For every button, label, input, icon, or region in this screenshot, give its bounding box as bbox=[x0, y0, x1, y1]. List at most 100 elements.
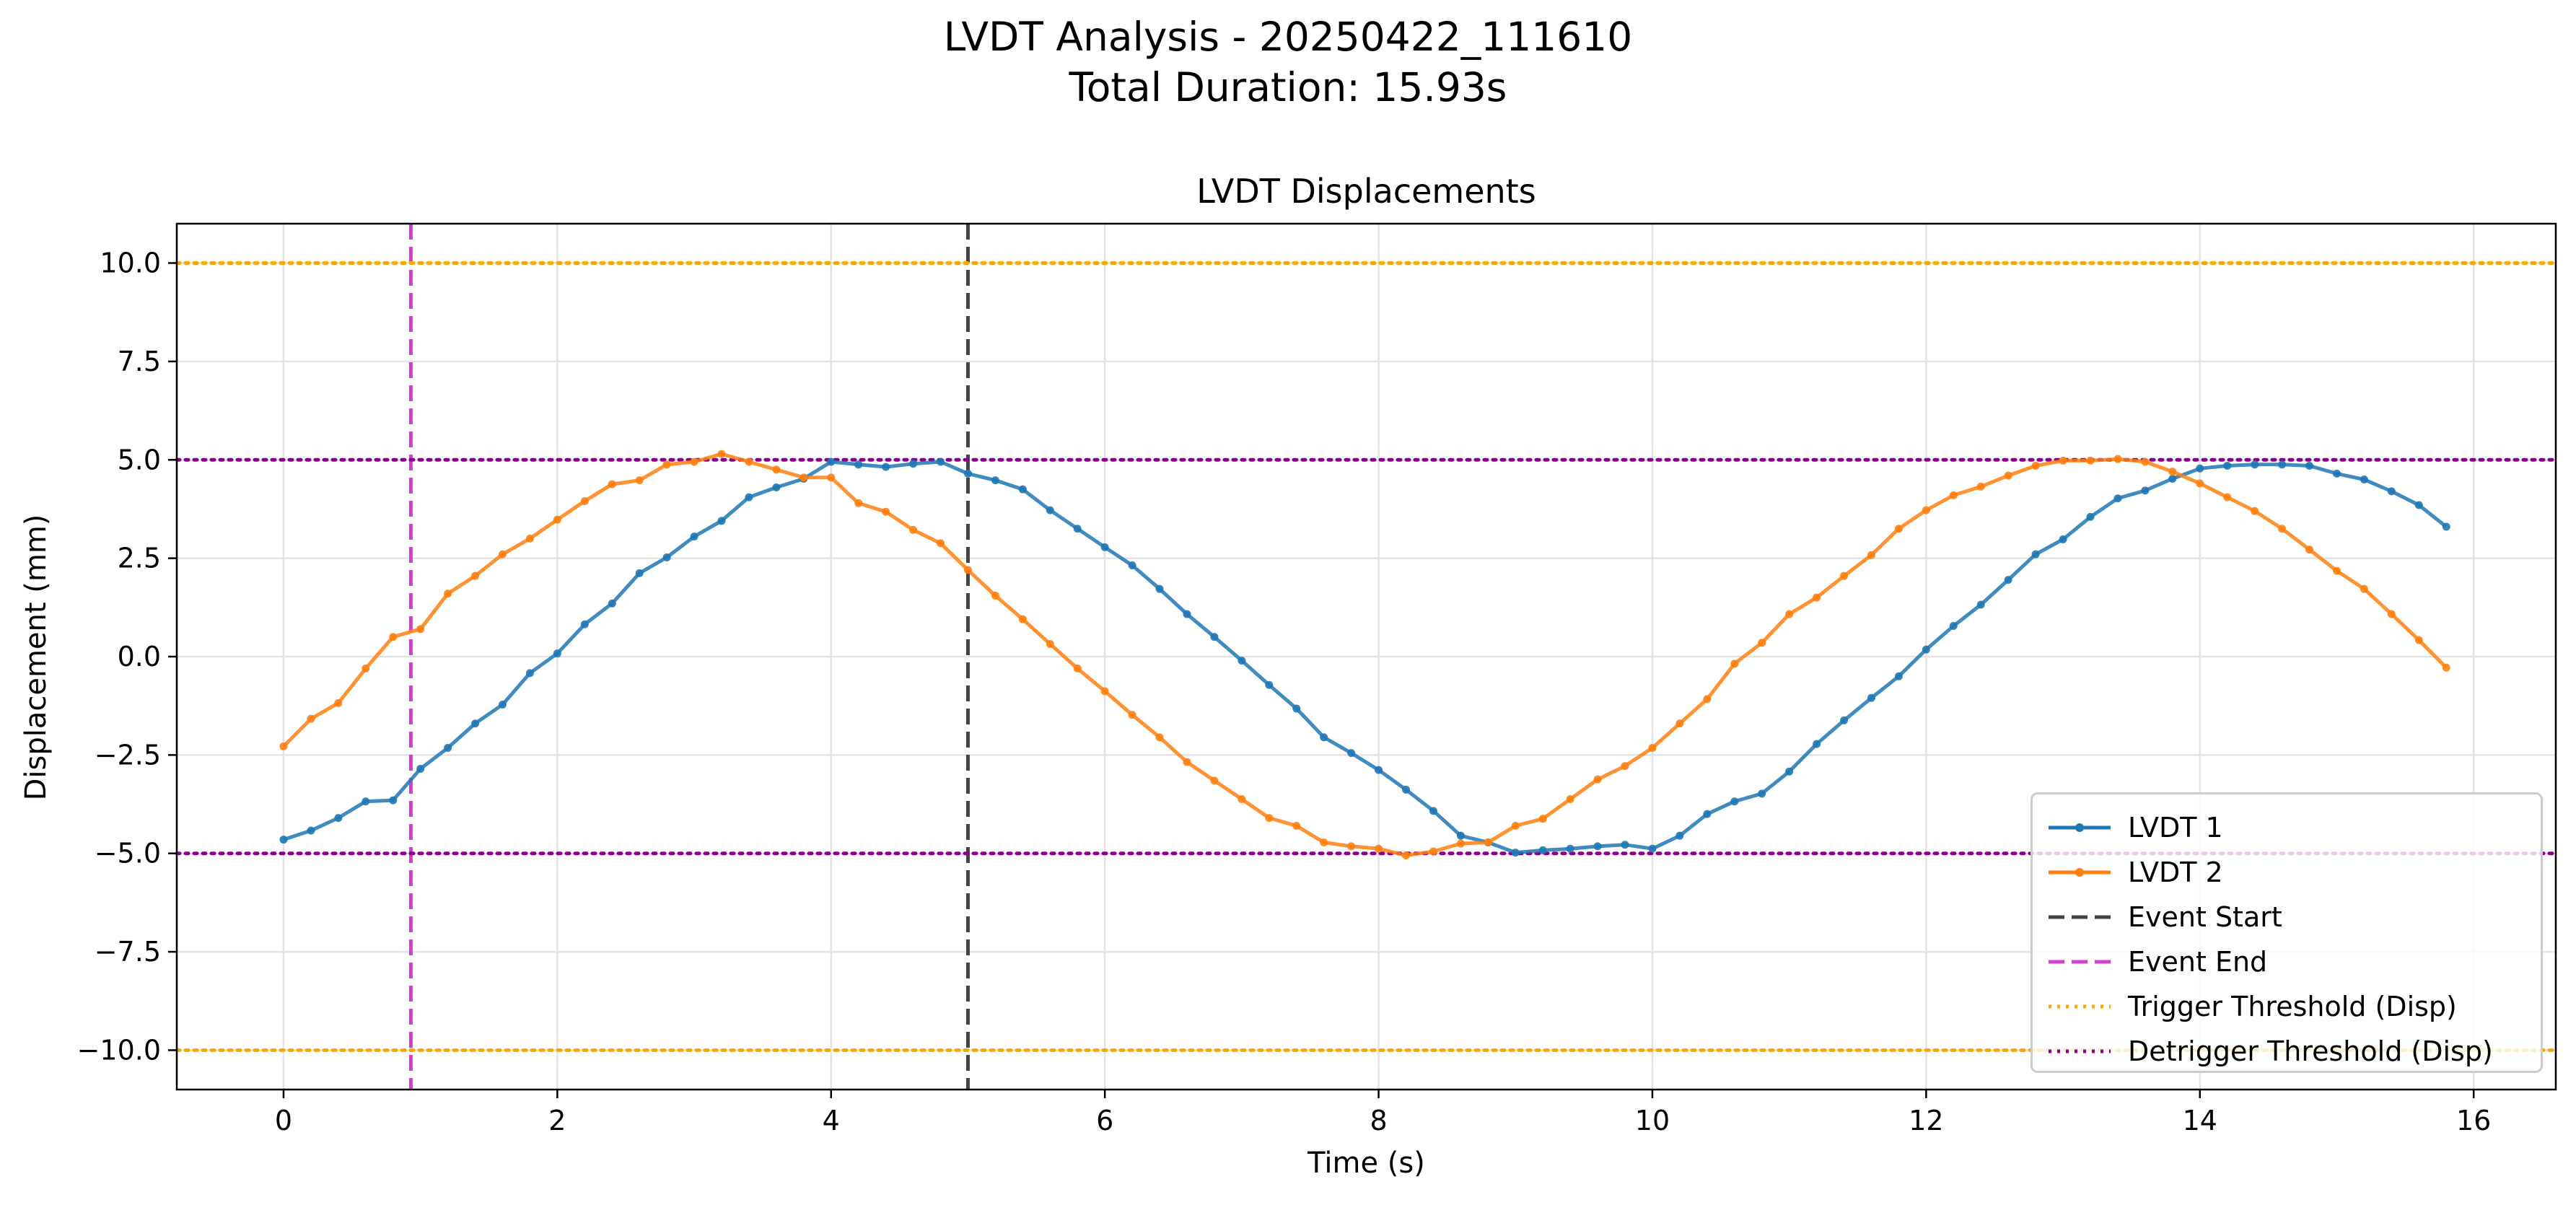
data-point bbox=[1128, 561, 1136, 569]
series-line bbox=[282, 452, 2448, 857]
y-tick-label: −7.5 bbox=[95, 936, 161, 968]
data-point bbox=[991, 591, 999, 600]
x-tick-label: 6 bbox=[1096, 1105, 1113, 1136]
data-point bbox=[1813, 740, 1821, 748]
data-point bbox=[909, 460, 918, 468]
data-point bbox=[1785, 767, 1794, 776]
legend-label: Event End bbox=[2128, 946, 2268, 978]
data-point bbox=[1265, 814, 1274, 823]
data-point bbox=[416, 625, 425, 634]
data-point bbox=[882, 507, 890, 516]
data-point bbox=[635, 569, 644, 577]
data-point bbox=[854, 499, 863, 507]
series-lvdt-1 bbox=[279, 457, 2450, 857]
x-axis-label: Time (s) bbox=[1307, 1147, 1425, 1180]
data-point bbox=[279, 836, 288, 844]
data-point bbox=[525, 534, 534, 543]
y-tick-label: 2.5 bbox=[118, 543, 161, 574]
data-point bbox=[2332, 469, 2341, 478]
data-point bbox=[1210, 776, 1219, 785]
data-point bbox=[1155, 733, 1164, 742]
legend-label: Detrigger Threshold (Disp) bbox=[2128, 1035, 2493, 1067]
data-point bbox=[1894, 525, 1903, 533]
data-point bbox=[1100, 543, 1109, 551]
data-point bbox=[553, 649, 561, 658]
data-point bbox=[1292, 704, 1301, 713]
legend-label: Trigger Threshold (Disp) bbox=[2128, 991, 2457, 1022]
y-axis-ticks: 10.0 7.5 5.0 2.5 0.0 −2.5 −5.0 −7.5 −10.0 bbox=[77, 247, 177, 1066]
data-point bbox=[334, 698, 343, 707]
data-point bbox=[2305, 461, 2314, 470]
data-point bbox=[334, 814, 343, 823]
legend-swatch bbox=[2049, 823, 2111, 832]
data-point bbox=[1100, 687, 1109, 696]
data-point bbox=[1511, 822, 1520, 831]
data-point bbox=[745, 493, 753, 501]
data-point bbox=[937, 539, 945, 548]
data-point bbox=[717, 517, 726, 525]
data-point bbox=[1265, 680, 1274, 689]
data-point bbox=[909, 525, 918, 534]
data-point bbox=[416, 764, 425, 773]
x-tick-label: 14 bbox=[2183, 1105, 2217, 1136]
data-point bbox=[1593, 775, 1602, 784]
data-point bbox=[1621, 762, 1629, 771]
data-point bbox=[772, 483, 781, 491]
legend-swatch bbox=[2049, 960, 2111, 964]
data-point bbox=[882, 463, 890, 471]
data-point bbox=[2113, 455, 2122, 463]
data-point bbox=[2251, 460, 2259, 469]
data-point bbox=[635, 476, 644, 485]
data-point bbox=[1758, 789, 1766, 798]
data-point bbox=[389, 796, 398, 805]
y-tick-label: 5.0 bbox=[118, 444, 161, 476]
legend-label: Event Start bbox=[2128, 901, 2282, 933]
data-point bbox=[1867, 693, 1875, 702]
legend-label: LVDT 1 bbox=[2128, 812, 2223, 844]
data-point bbox=[854, 460, 863, 469]
data-point bbox=[2086, 512, 2095, 521]
data-point bbox=[362, 797, 370, 806]
data-point bbox=[1785, 610, 1794, 618]
y-tick-label: −10.0 bbox=[77, 1034, 161, 1066]
data-point bbox=[2360, 584, 2368, 593]
data-point bbox=[1675, 719, 1684, 728]
figure-suptitle-line2: Total Duration: 15.93s bbox=[1069, 64, 1507, 110]
data-point bbox=[2251, 507, 2259, 515]
data-point bbox=[772, 465, 781, 474]
data-point bbox=[1648, 744, 1657, 753]
data-point bbox=[1538, 815, 1547, 823]
data-point bbox=[690, 457, 698, 466]
x-tick-label: 10 bbox=[1635, 1105, 1670, 1136]
legend-swatch bbox=[2049, 915, 2111, 919]
data-point bbox=[1867, 551, 1875, 559]
data-point bbox=[279, 742, 288, 750]
legend-item: Trigger Threshold (Disp) bbox=[2033, 986, 2541, 1030]
legend: LVDT 1 LVDT 2 Event Start Event End Trigger … bbox=[2030, 792, 2543, 1073]
data-point bbox=[362, 664, 370, 672]
data-point bbox=[745, 457, 753, 466]
data-point bbox=[1046, 640, 1054, 649]
data-point bbox=[2196, 479, 2204, 488]
data-point bbox=[799, 473, 808, 482]
data-point bbox=[1018, 485, 1027, 494]
data-point bbox=[2332, 566, 2341, 575]
data-point bbox=[1840, 571, 1849, 580]
data-point bbox=[2004, 576, 2012, 584]
data-point bbox=[1375, 766, 1383, 774]
data-point bbox=[525, 669, 534, 678]
data-point bbox=[1976, 482, 1985, 491]
data-point bbox=[1429, 807, 1437, 815]
data-point bbox=[1484, 838, 1492, 846]
legend-item: Detrigger Threshold (Disp) bbox=[2033, 1031, 2541, 1074]
data-point bbox=[662, 460, 671, 469]
data-point bbox=[2442, 663, 2450, 672]
data-point bbox=[1456, 839, 1465, 848]
data-point bbox=[1320, 838, 1328, 846]
data-point bbox=[2059, 535, 2067, 543]
y-tick-label: 0.0 bbox=[118, 641, 161, 672]
data-point bbox=[1018, 615, 1027, 623]
data-point bbox=[1922, 506, 1930, 514]
series-lvdt-2 bbox=[279, 450, 2450, 859]
data-point bbox=[2031, 461, 2040, 470]
